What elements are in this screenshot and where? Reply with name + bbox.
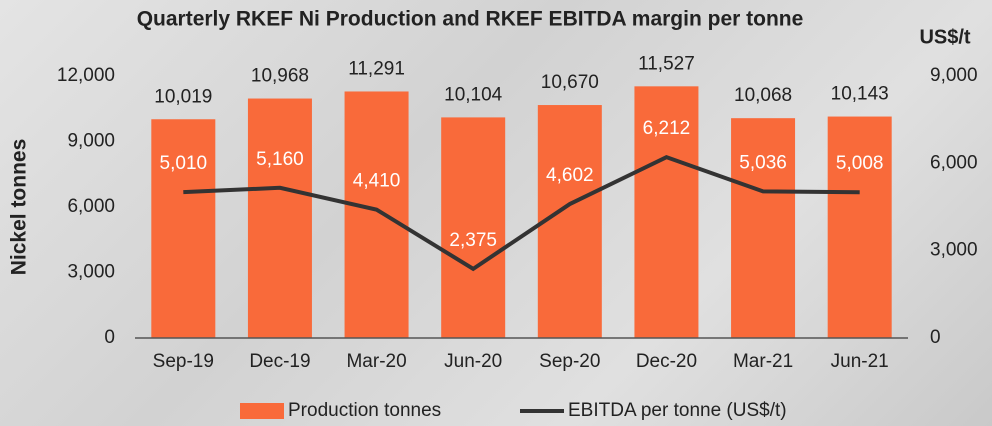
bar: [731, 118, 796, 338]
bar-value-label: 10,670: [541, 72, 599, 93]
y-tick-label: 3,000: [67, 262, 115, 283]
legend-label: Production tonnes: [288, 400, 441, 421]
bar-value-label: 11,527: [638, 53, 695, 74]
line-value-label: 2,375: [449, 230, 497, 251]
x-tick-label: Jun-21: [831, 351, 889, 372]
bar-value-label: 10,019: [154, 86, 212, 107]
y-tick-label: 9,000: [67, 131, 115, 152]
bar-value-label: 10,104: [444, 84, 503, 105]
y2-tick-label: 3,000: [930, 240, 978, 261]
y-tick-label: 0: [104, 327, 115, 348]
y2-tick-label: 6,000: [930, 152, 978, 173]
bar-value-label: 11,291: [348, 58, 405, 79]
line-value-label: 5,008: [836, 153, 884, 174]
line-value-label: 5,036: [739, 152, 787, 173]
y-tick-label: 6,000: [67, 196, 115, 217]
bar-value-label: 10,068: [734, 85, 792, 106]
y2-tick-label: 9,000: [930, 65, 978, 86]
x-tick-label: Dec-19: [249, 351, 310, 372]
bar-value-label: 10,968: [251, 66, 309, 87]
x-tick-label: Sep-20: [539, 351, 600, 372]
y2-tick-label: 0: [930, 327, 941, 348]
bar: [634, 86, 699, 338]
x-tick-label: Mar-20: [346, 351, 406, 372]
bar: [537, 105, 602, 338]
x-tick-label: Jun-20: [444, 351, 502, 372]
legend-swatch: [240, 403, 284, 419]
line-value-label: 5,160: [256, 149, 304, 170]
bar: [247, 98, 312, 338]
x-tick-label: Sep-19: [153, 351, 214, 372]
bar: [151, 119, 216, 338]
bar: [344, 91, 409, 339]
legend-label: EBITDA per tonne (US$/t): [568, 400, 787, 421]
y2-axis-label: US$/t: [919, 26, 970, 48]
x-tick-label: Mar-21: [733, 351, 793, 372]
x-tick-label: Dec-20: [636, 351, 697, 372]
line-value-label: 4,410: [353, 171, 401, 192]
bar: [827, 116, 892, 339]
line-value-label: 4,602: [546, 165, 594, 186]
line: [183, 154, 860, 272]
bar-value-label: 10,143: [831, 84, 889, 105]
line-value-label: 5,010: [160, 153, 208, 174]
bar: [441, 117, 506, 339]
y-axis-label: Nickel tonnes: [8, 139, 31, 276]
y-tick-label: 12,000: [57, 65, 115, 86]
line-value-label: 6,212: [643, 118, 691, 139]
chart-title: Quarterly RKEF Ni Production and RKEF EB…: [137, 8, 804, 31]
